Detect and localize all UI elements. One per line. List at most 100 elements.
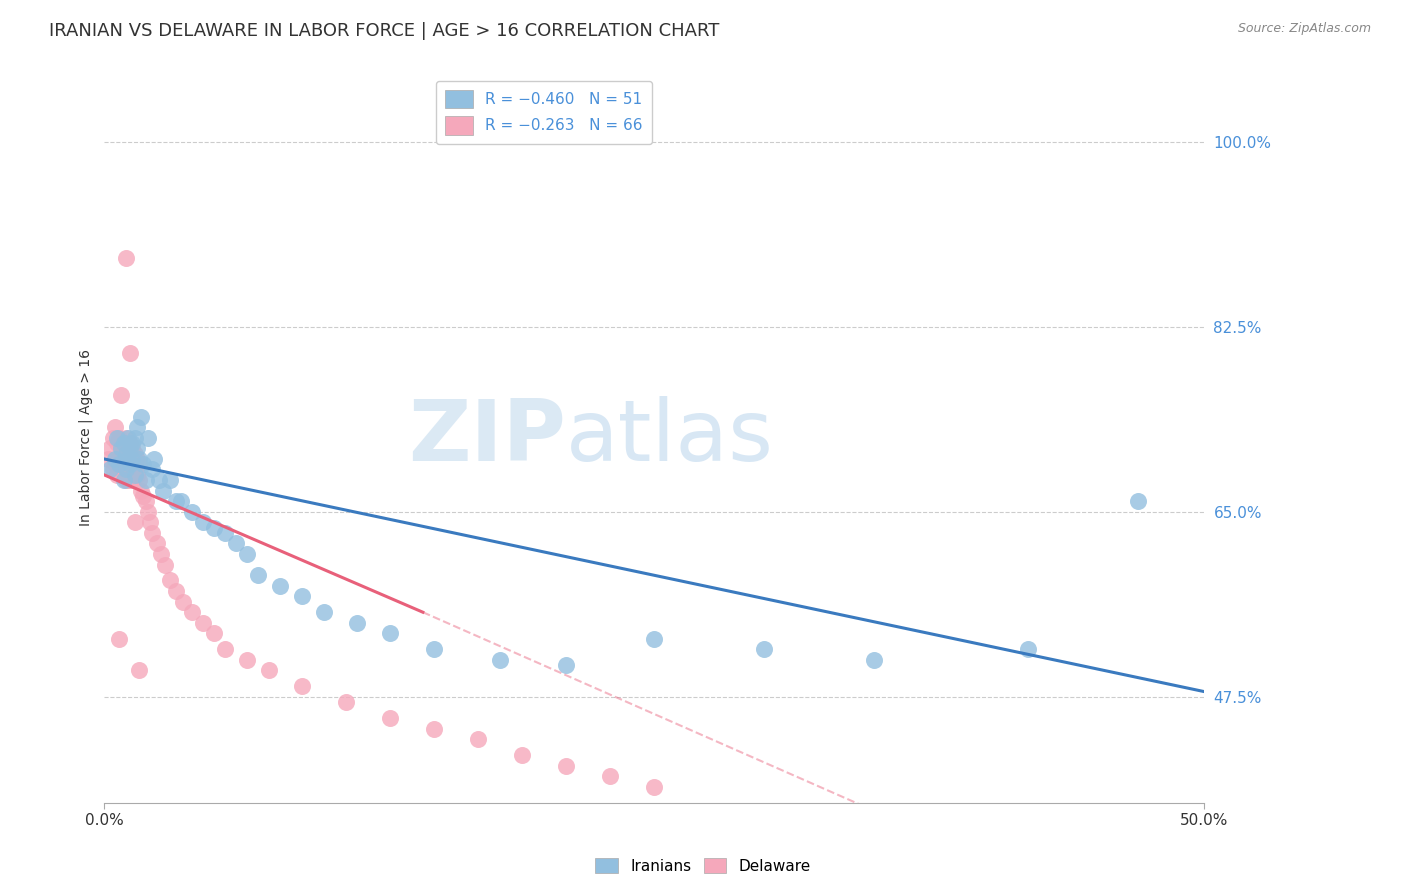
Point: [141, 525, 163, 540]
Point: [124, 467, 146, 482]
Point: [124, 462, 146, 476]
Point: [100, 442, 122, 456]
Point: [132, 489, 155, 503]
Point: [1126, 494, 1149, 508]
Point: [180, 505, 202, 519]
Point: [115, 462, 138, 476]
Point: [120, 436, 142, 450]
Point: [121, 457, 143, 471]
Y-axis label: In Labor Force | Age > 16: In Labor Force | Age > 16: [79, 350, 93, 526]
Point: [148, 473, 170, 487]
Point: [312, 605, 335, 619]
Point: [180, 605, 202, 619]
Point: [104, 451, 127, 466]
Point: [115, 251, 138, 265]
Point: [236, 653, 259, 667]
Point: [246, 568, 269, 582]
Point: [104, 420, 127, 434]
Point: [120, 442, 142, 456]
Point: [132, 457, 155, 471]
Point: [101, 462, 124, 476]
Point: [489, 653, 512, 667]
Point: [378, 711, 401, 725]
Point: [467, 732, 489, 747]
Point: [112, 436, 135, 450]
Point: [643, 780, 665, 794]
Point: [599, 769, 621, 783]
Point: [105, 431, 128, 445]
Point: [121, 451, 143, 466]
Point: [120, 451, 142, 466]
Point: [108, 457, 131, 471]
Point: [117, 451, 139, 466]
Point: [97, 451, 120, 466]
Point: [269, 579, 291, 593]
Point: [145, 536, 167, 550]
Point: [117, 431, 139, 445]
Point: [105, 436, 128, 450]
Point: [423, 722, 446, 736]
Point: [170, 494, 193, 508]
Point: [128, 473, 150, 487]
Point: [129, 483, 152, 498]
Point: [125, 467, 148, 482]
Point: [125, 442, 148, 456]
Point: [335, 695, 357, 709]
Point: [554, 758, 576, 772]
Point: [101, 431, 124, 445]
Point: [159, 574, 181, 588]
Point: [214, 642, 236, 657]
Point: [110, 442, 132, 456]
Point: [117, 442, 139, 456]
Point: [378, 626, 401, 640]
Point: [346, 615, 368, 630]
Point: [150, 547, 173, 561]
Point: [139, 516, 162, 530]
Point: [554, 658, 576, 673]
Point: [112, 451, 135, 466]
Text: IRANIAN VS DELAWARE IN LABOR FORCE | AGE > 16 CORRELATION CHART: IRANIAN VS DELAWARE IN LABOR FORCE | AGE…: [49, 22, 720, 40]
Point: [172, 594, 194, 608]
Point: [115, 431, 138, 445]
Point: [510, 747, 533, 762]
Point: [257, 664, 280, 678]
Point: [214, 525, 236, 540]
Point: [291, 590, 314, 604]
Point: [110, 388, 132, 402]
Point: [129, 409, 152, 424]
Point: [155, 558, 177, 572]
Point: [166, 494, 188, 508]
Point: [117, 457, 139, 471]
Point: [110, 462, 132, 476]
Point: [202, 626, 225, 640]
Point: [112, 473, 135, 487]
Point: [121, 442, 143, 456]
Point: [100, 462, 122, 476]
Point: [862, 653, 884, 667]
Point: [120, 457, 142, 471]
Point: [752, 642, 775, 657]
Point: [105, 467, 128, 482]
Point: [423, 642, 446, 657]
Point: [135, 473, 157, 487]
Point: [159, 473, 181, 487]
Text: Source: ZipAtlas.com: Source: ZipAtlas.com: [1237, 22, 1371, 36]
Point: [115, 447, 138, 461]
Point: [108, 431, 131, 445]
Point: [191, 516, 214, 530]
Point: [202, 521, 225, 535]
Point: [124, 431, 146, 445]
Point: [115, 473, 138, 487]
Point: [125, 420, 148, 434]
Point: [117, 473, 139, 487]
Point: [112, 436, 135, 450]
Point: [120, 346, 142, 360]
Point: [225, 536, 247, 550]
Legend: R = −0.460   N = 51, R = −0.263   N = 66: R = −0.460 N = 51, R = −0.263 N = 66: [436, 80, 651, 144]
Point: [291, 679, 314, 693]
Point: [108, 632, 131, 646]
Point: [1017, 642, 1039, 657]
Text: atlas: atlas: [565, 396, 773, 479]
Point: [136, 505, 159, 519]
Text: ZIP: ZIP: [408, 396, 565, 479]
